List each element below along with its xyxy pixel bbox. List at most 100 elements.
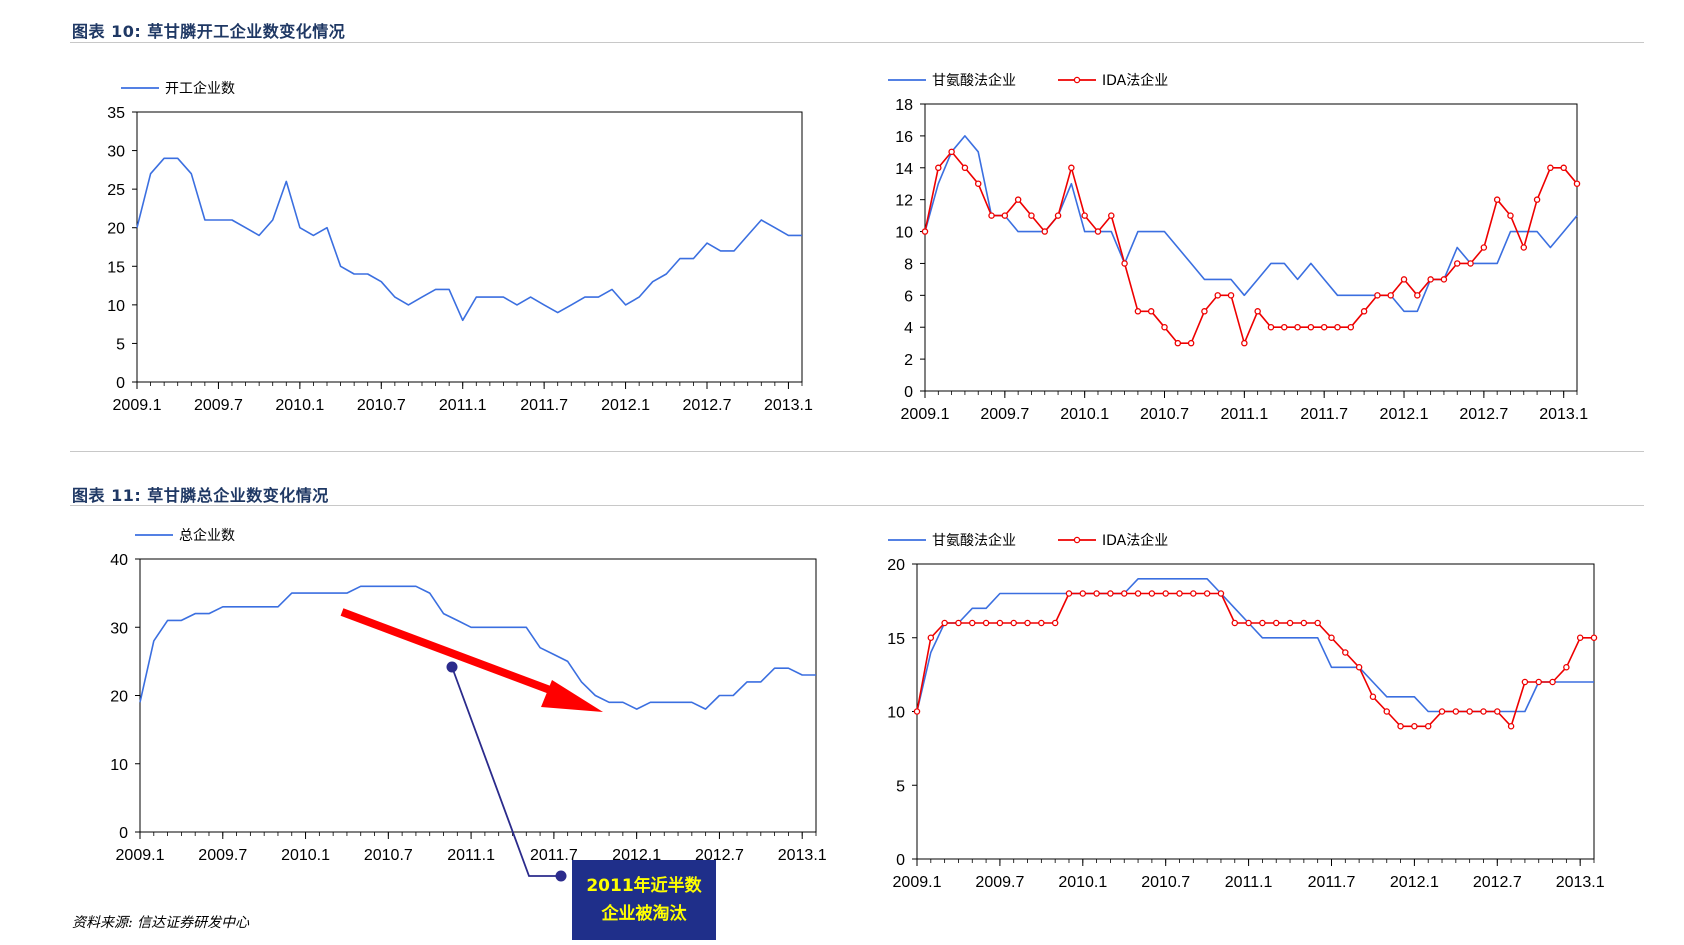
series-point-1 [1411, 723, 1418, 730]
plot-frame [136, 111, 803, 383]
series-point-1 [1094, 228, 1102, 235]
x-tick-label: 2009.7 [975, 874, 1024, 891]
y-tick-label: 10 [110, 757, 128, 774]
series-line-1 [916, 592, 1594, 728]
y-tick-label: 40 [110, 552, 128, 569]
series-point-1 [1134, 308, 1142, 315]
series-point-1 [1452, 708, 1460, 715]
legend-marker-1 [1073, 76, 1081, 84]
series-point-1 [955, 619, 962, 627]
y-tick-label: 2 [904, 352, 913, 369]
series-point-1 [1134, 590, 1142, 597]
x-tick-label: 2011.1 [1225, 874, 1273, 891]
y-tick-label: 0 [904, 384, 913, 401]
series-point-1 [1281, 323, 1288, 331]
series-point-1 [1093, 590, 1100, 597]
y-tick-label: 18 [895, 97, 913, 114]
series-point-1 [1162, 590, 1169, 597]
y-tick-label: 15 [107, 259, 125, 276]
series-point-1 [1068, 164, 1075, 172]
series-point-1 [1494, 708, 1501, 715]
series-point-1 [1038, 619, 1045, 627]
series-point-1 [1480, 708, 1487, 715]
series-point-1 [1217, 590, 1225, 597]
series-point-1 [1466, 708, 1473, 715]
series-point-1 [921, 228, 929, 235]
y-tick-label: 0 [119, 825, 128, 842]
x-tick-label: 2010.1 [281, 847, 330, 864]
series-point-1 [1355, 664, 1363, 671]
series-point-1 [1560, 164, 1567, 172]
y-tick-label: 6 [904, 288, 913, 305]
y-tick-label: 16 [895, 129, 913, 146]
series-point-1 [1108, 212, 1115, 219]
y-tick-label: 4 [904, 320, 913, 337]
series-point-1 [1081, 212, 1088, 219]
y-tick-label: 0 [896, 852, 905, 869]
series-point-1 [1272, 619, 1280, 627]
series-point-1 [988, 212, 995, 219]
legend-label-0: 甘氨酸法企业 [932, 72, 1016, 89]
x-tick-label: 2011.7 [520, 397, 568, 414]
series-line-0 [136, 157, 802, 322]
series-point-1 [1024, 619, 1031, 627]
series-point-1 [982, 619, 990, 627]
x-tick-label: 2010.1 [1060, 406, 1109, 423]
series-point-1 [1467, 260, 1474, 267]
series-point-1 [1383, 708, 1391, 715]
series-point-1 [1231, 619, 1239, 627]
x-tick-label: 2009.1 [116, 847, 165, 864]
legend-label-0: 总企业数 [179, 527, 235, 544]
series-point-1 [1374, 292, 1381, 299]
x-tick-label: 2009.1 [113, 397, 162, 414]
title-divider [70, 42, 1644, 43]
x-tick-label: 2012.7 [1473, 874, 1522, 891]
y-tick-label: 35 [107, 105, 125, 122]
series-point-1 [927, 634, 935, 642]
series-point-1 [1549, 678, 1556, 686]
legend-label-1: IDA法企业 [1102, 532, 1168, 549]
series-point-1 [1438, 708, 1446, 715]
series-point-1 [1254, 308, 1261, 315]
y-tick-label: 8 [904, 256, 913, 273]
x-tick-label: 2013.1 [1556, 874, 1605, 891]
x-tick-label: 2009.7 [194, 397, 243, 414]
series-point-1 [941, 619, 948, 627]
title-divider-2 [70, 505, 1644, 506]
series-point-1 [996, 619, 1004, 627]
y-tick-label: 5 [896, 778, 905, 795]
legend-label-0: 开工企业数 [165, 80, 235, 97]
x-tick-label: 2012.7 [683, 397, 732, 414]
series-point-1 [1563, 664, 1570, 671]
x-tick-label: 2012.7 [695, 847, 744, 864]
series-point-1 [1533, 196, 1541, 203]
series-point-1 [1286, 619, 1294, 627]
series-point-1 [1320, 323, 1328, 331]
series-point-1 [1259, 619, 1266, 627]
x-tick-label: 2012.1 [601, 397, 650, 414]
x-tick-label: 2010.7 [1140, 406, 1189, 423]
y-tick-label: 25 [107, 182, 125, 199]
series-point-1 [1590, 634, 1598, 642]
series-point-1 [913, 708, 921, 715]
series-point-1 [1520, 244, 1528, 251]
series-point-1 [1440, 276, 1448, 283]
y-tick-label: 30 [107, 144, 125, 161]
series-point-1 [974, 180, 982, 187]
series-point-1 [1480, 244, 1488, 251]
callout-box: 2011年近半数 企业被淘汰 [572, 860, 716, 940]
series-point-1 [1014, 196, 1022, 203]
y-tick-label: 15 [887, 631, 905, 648]
callout-line-1: 2011年近半数 [586, 876, 702, 896]
series-point-1 [1507, 212, 1514, 219]
y-tick-label: 10 [887, 705, 905, 722]
legend-label-1: IDA法企业 [1102, 72, 1168, 89]
